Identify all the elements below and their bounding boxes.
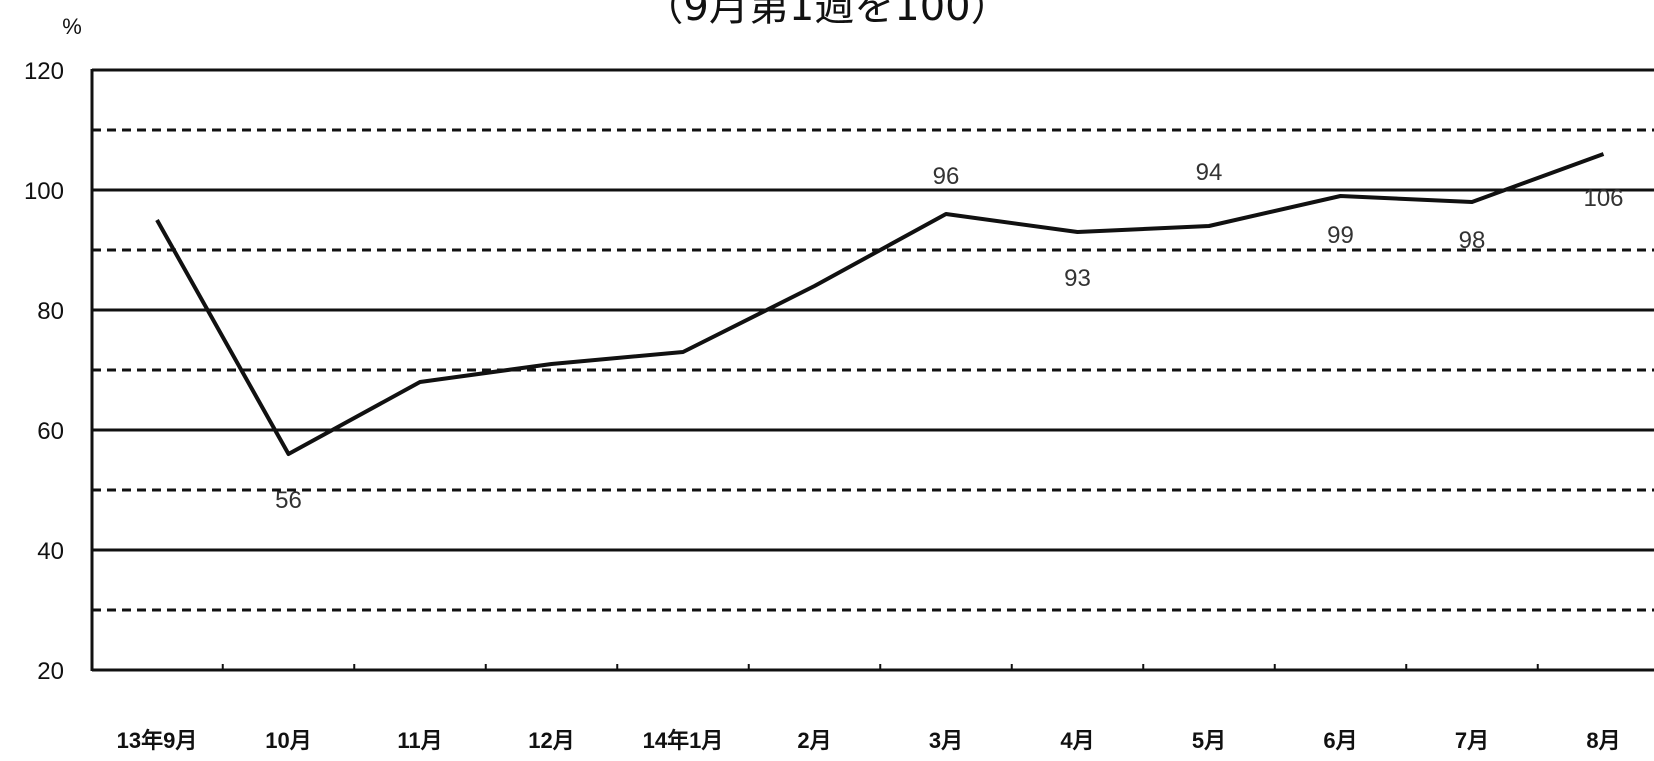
data-labels: 56 96 93 94 99 98 106 — [275, 159, 1623, 514]
x-axis-tick-labels: 13年9月 10月 11月 12月 14年1月 2月 3月 4月 5月 6月 7月 8月 — [117, 728, 1621, 753]
y-axis-unit-label: % — [62, 14, 82, 39]
y-tick-label-60: 60 — [37, 418, 64, 445]
y-tick-label-100: 100 — [24, 178, 64, 205]
x-tick-label: 11月 — [397, 728, 442, 753]
y-tick-label-80: 80 — [37, 298, 64, 325]
x-tick-label: 2月 — [797, 728, 831, 753]
x-tick-label: 7月 — [1455, 728, 1489, 753]
chart-title: （9月第1週を100） — [643, 0, 1010, 30]
data-label: 94 — [1196, 159, 1223, 186]
y-tick-label-40: 40 — [37, 538, 64, 565]
y-tick-label-20: 20 — [37, 658, 64, 685]
data-label: 106 — [1583, 185, 1623, 212]
axes — [90, 69, 1654, 672]
series-line-0 — [155, 152, 1605, 456]
data-label: 99 — [1327, 222, 1354, 249]
x-tick-label: 10月 — [265, 728, 311, 753]
data-series — [155, 152, 1605, 456]
data-label: 96 — [933, 163, 960, 190]
x-tick-label: 14年1月 — [643, 728, 724, 753]
x-tick-label: 4月 — [1060, 728, 1094, 753]
grid-lines — [92, 68, 1654, 612]
data-label: 98 — [1459, 227, 1486, 254]
y-axis-tick-labels: 20 40 60 80 100 120 — [24, 58, 64, 685]
x-tick-label: 8月 — [1586, 728, 1620, 753]
data-label: 93 — [1064, 265, 1091, 292]
x-tick-label: 12月 — [528, 728, 574, 753]
x-tick-label: 6月 — [1323, 728, 1357, 753]
x-tick-label: 13年9月 — [117, 728, 198, 753]
x-tick-label: 5月 — [1192, 728, 1226, 753]
y-tick-label-120: 120 — [24, 58, 64, 85]
data-label: 56 — [275, 487, 302, 514]
x-tick-label: 3月 — [929, 728, 963, 753]
